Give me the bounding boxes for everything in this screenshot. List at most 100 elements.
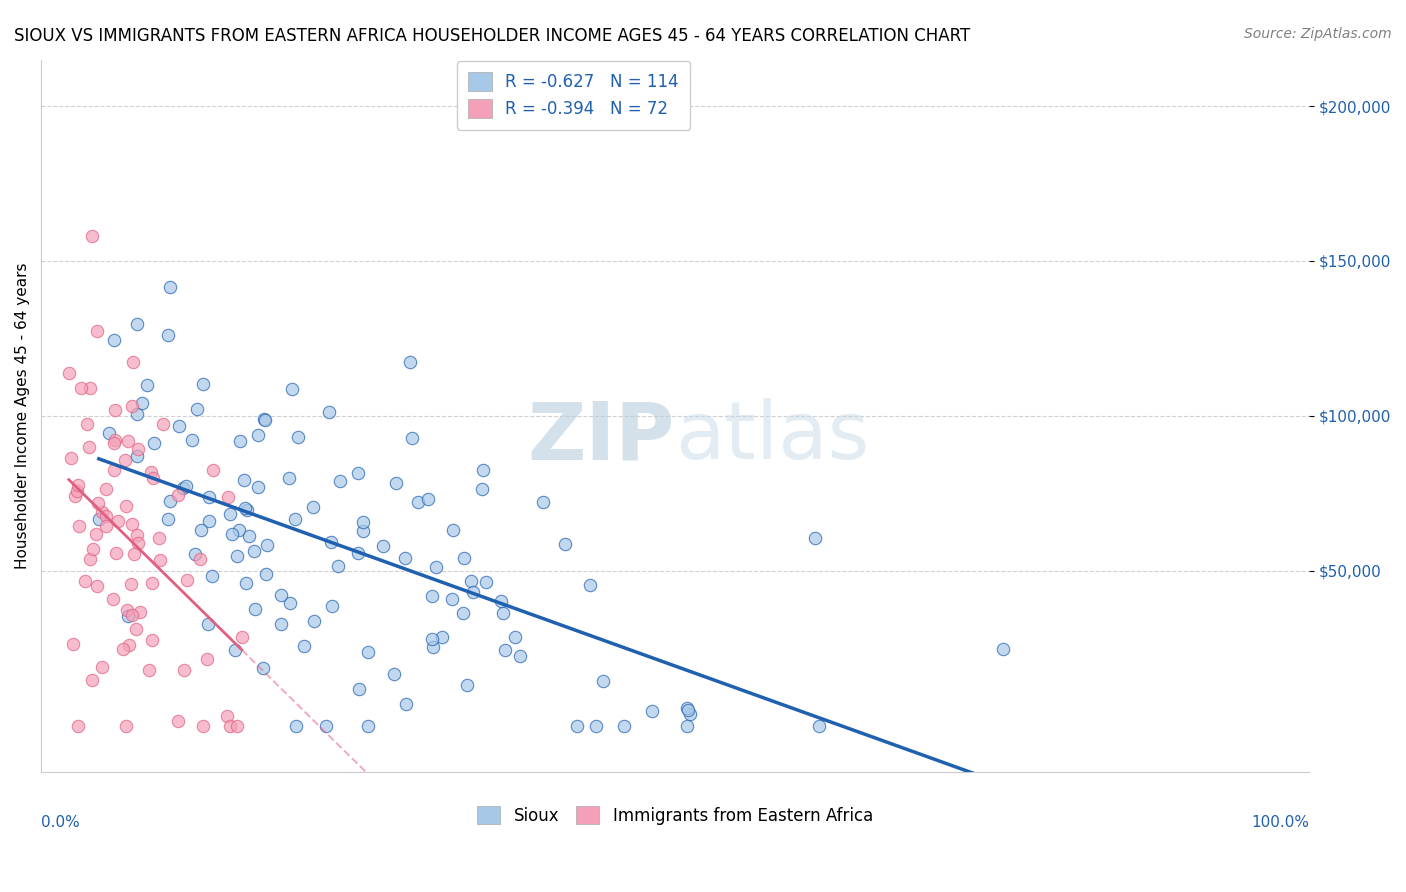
Point: [219, 507, 242, 521]
Point: [224, 643, 246, 657]
Point: [215, 709, 238, 723]
Point: [120, 577, 142, 591]
Point: [226, 718, 249, 732]
Point: [167, 714, 190, 728]
Point: [125, 317, 148, 331]
Point: [103, 436, 125, 450]
Point: [59, 450, 82, 465]
Point: [219, 718, 242, 732]
Point: [229, 434, 252, 449]
Y-axis label: Householder Income Ages 45 - 64 years: Householder Income Ages 45 - 64 years: [15, 262, 30, 569]
Point: [104, 546, 127, 560]
Point: [86, 579, 108, 593]
Point: [115, 718, 138, 732]
Point: [142, 471, 165, 485]
Point: [202, 463, 225, 477]
Point: [254, 567, 277, 582]
Point: [406, 495, 429, 509]
Point: [82, 228, 104, 243]
Point: [104, 402, 127, 417]
Point: [101, 591, 124, 606]
Point: [77, 440, 100, 454]
Point: [420, 589, 443, 603]
Point: [640, 704, 662, 718]
Point: [139, 465, 162, 479]
Point: [148, 531, 170, 545]
Point: [66, 718, 89, 732]
Point: [226, 549, 249, 563]
Point: [121, 607, 143, 622]
Point: [197, 616, 219, 631]
Point: [127, 449, 149, 463]
Point: [352, 524, 374, 538]
Point: [198, 490, 221, 504]
Text: SIOUX VS IMMIGRANTS FROM EASTERN AFRICA HOUSEHOLDER INCOME AGES 45 - 64 YEARS CO: SIOUX VS IMMIGRANTS FROM EASTERN AFRICA …: [14, 27, 970, 45]
Point: [87, 496, 110, 510]
Point: [247, 428, 270, 442]
Point: [67, 519, 90, 533]
Point: [270, 588, 292, 602]
Point: [238, 529, 260, 543]
Point: [554, 537, 576, 551]
Point: [425, 560, 447, 574]
Point: [679, 706, 702, 721]
Point: [166, 488, 188, 502]
Point: [384, 476, 406, 491]
Text: 0.0%: 0.0%: [41, 814, 80, 830]
Point: [399, 355, 422, 369]
Point: [236, 503, 259, 517]
Point: [494, 642, 516, 657]
Point: [82, 673, 104, 688]
Point: [118, 638, 141, 652]
Point: [121, 399, 143, 413]
Point: [585, 718, 607, 732]
Point: [66, 483, 89, 498]
Point: [94, 483, 117, 497]
Point: [356, 645, 378, 659]
Point: [117, 608, 139, 623]
Point: [285, 718, 308, 732]
Point: [613, 718, 636, 732]
Point: [103, 333, 125, 347]
Point: [82, 541, 104, 556]
Point: [152, 417, 174, 431]
Point: [127, 442, 149, 456]
Point: [231, 630, 253, 644]
Point: [278, 596, 301, 610]
Point: [115, 602, 138, 616]
Point: [122, 547, 145, 561]
Point: [284, 512, 307, 526]
Point: [232, 473, 254, 487]
Point: [67, 478, 90, 492]
Point: [456, 678, 478, 692]
Point: [321, 599, 343, 613]
Point: [460, 574, 482, 588]
Point: [94, 509, 117, 524]
Text: atlas: atlas: [675, 398, 869, 476]
Point: [328, 559, 350, 574]
Point: [401, 432, 423, 446]
Point: [84, 526, 107, 541]
Point: [181, 433, 204, 447]
Point: [191, 718, 214, 732]
Point: [347, 546, 370, 560]
Point: [79, 381, 101, 395]
Point: [503, 630, 526, 644]
Point: [117, 434, 139, 449]
Point: [157, 327, 180, 342]
Point: [420, 632, 443, 647]
Point: [87, 512, 110, 526]
Point: [136, 377, 159, 392]
Point: [121, 517, 143, 532]
Point: [174, 479, 197, 493]
Point: [346, 467, 368, 481]
Point: [91, 505, 114, 519]
Text: ZIP: ZIP: [527, 398, 675, 476]
Point: [252, 661, 274, 675]
Point: [176, 573, 198, 587]
Point: [201, 569, 224, 583]
Point: [592, 673, 614, 688]
Point: [90, 660, 112, 674]
Point: [58, 366, 80, 380]
Point: [76, 417, 98, 431]
